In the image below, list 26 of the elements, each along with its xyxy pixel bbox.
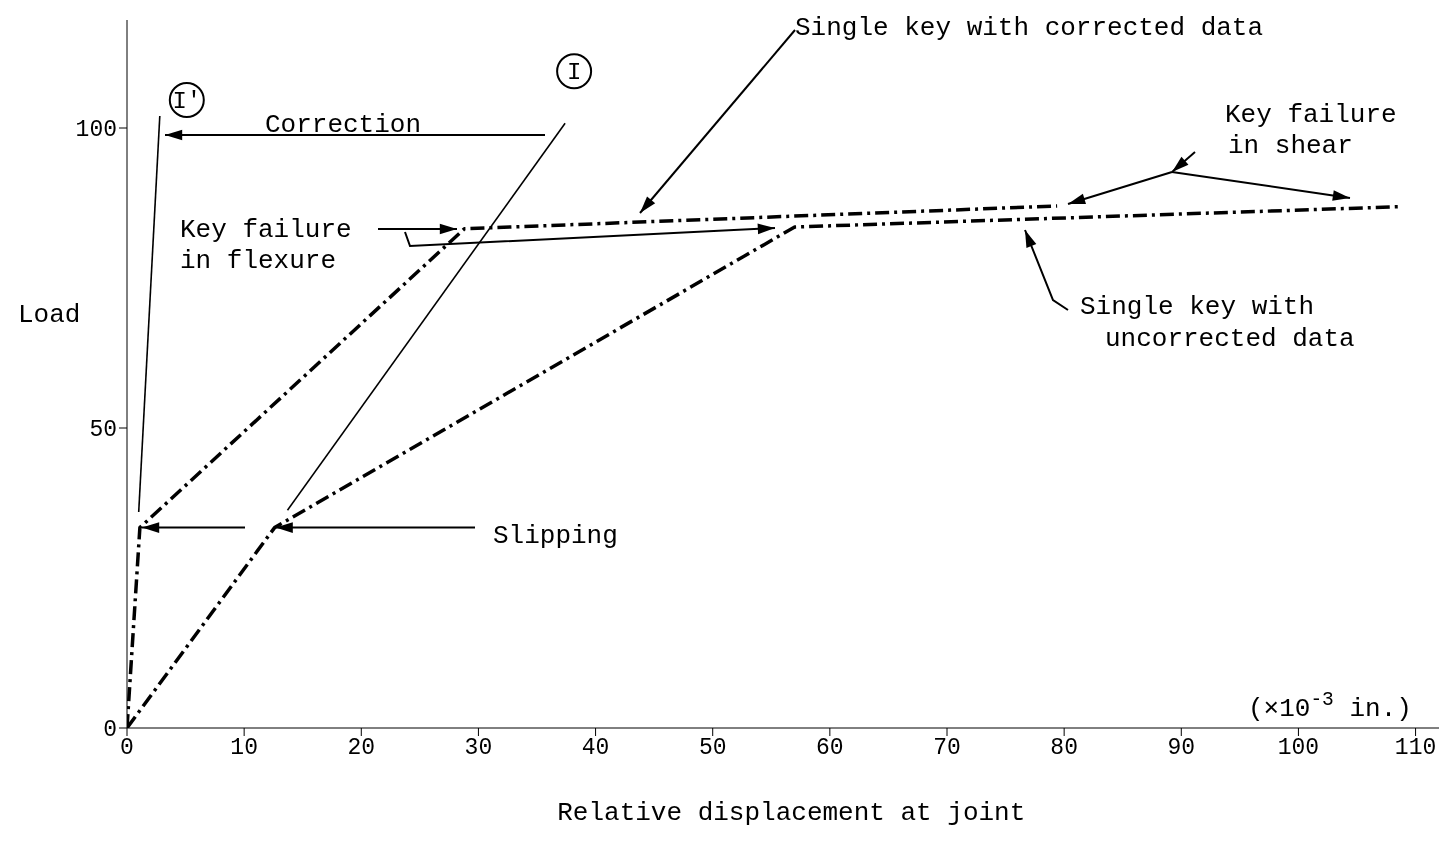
annotation: Key failure in shear	[1225, 100, 1397, 161]
series-label: I	[566, 59, 582, 87]
x-axis-title: Relative displacement at joint	[557, 798, 1026, 828]
annotation: Key failure in flexure	[180, 215, 352, 276]
x-tick-label: 50	[698, 735, 727, 762]
annotation: Slipping	[493, 521, 618, 551]
annotation: (×10$^{-3}$ in.)	[1248, 689, 1412, 724]
x-tick-label: 0	[120, 735, 134, 762]
x-tick-label: 10	[230, 735, 258, 762]
x-tick-label: 40	[581, 735, 610, 762]
x-tick-label: 80	[1050, 735, 1078, 762]
x-tick-label: 60	[816, 735, 844, 762]
x-tick-label: 70	[933, 735, 961, 762]
y-axis-title: Load	[18, 300, 81, 330]
text: Single key with corrected data	[795, 13, 1264, 43]
series-label: I'	[172, 88, 202, 115]
y-tick-label: 0	[103, 717, 117, 744]
annotation: Correction	[264, 110, 422, 140]
y-tick-label: 100	[75, 117, 117, 144]
x-tick-label: 90	[1167, 735, 1196, 762]
x-tick-label: 30	[464, 735, 493, 762]
text: Single key with uncorrected data	[1080, 292, 1355, 354]
x-tick-label: 100	[1277, 735, 1320, 762]
y-tick-label: 50	[89, 417, 117, 444]
x-tick-label: 20	[347, 735, 376, 762]
x-tick-label: 110	[1394, 735, 1437, 762]
